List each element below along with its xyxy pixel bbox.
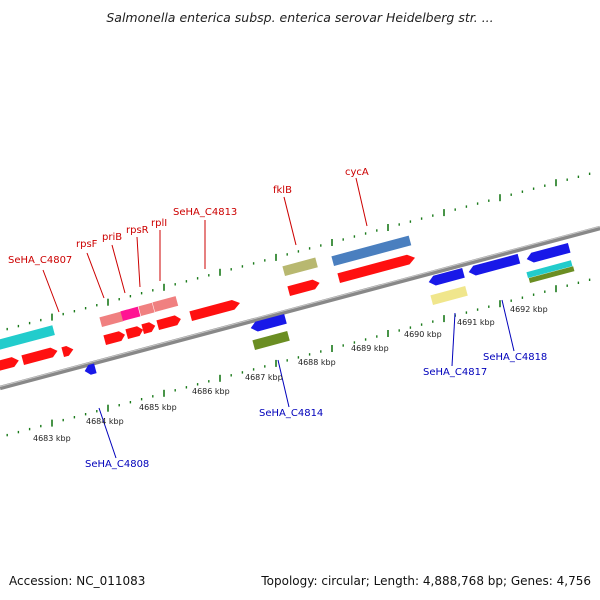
- reverse-gene-labels: SeHA_C4808 SeHA_C4814 SeHA_C4817 SeHA_C4…: [85, 352, 547, 470]
- callout-lines: [42, 177, 515, 459]
- gene-label: rpsF: [76, 239, 98, 250]
- gene-red-left-3: [61, 346, 74, 357]
- genome-backbone: [0, 225, 600, 391]
- gene-label: SeHA_C4813: [173, 207, 237, 218]
- kbp-label: 4685 kbp: [139, 403, 177, 412]
- kbp-label: 4690 kbp: [404, 330, 442, 339]
- gene-fklB: [282, 257, 318, 276]
- genome-title: Salmonella enterica subsp. enterica sero…: [106, 10, 494, 25]
- gene-label: SeHA_C4807: [8, 255, 72, 266]
- gene-label: SeHA_C4814: [259, 408, 323, 419]
- kbp-label: 4687 kbp: [245, 373, 283, 382]
- gene-cycA: [331, 235, 412, 266]
- gene-SeHA_C4814: [252, 331, 290, 350]
- genome-stats-text: Topology: circular; Length: 4,888,768 bp…: [261, 574, 591, 588]
- genome-backbone-highlight: [0, 226, 600, 387]
- gene-red-row2-3: [141, 322, 156, 334]
- gene-cyan-right: [526, 260, 573, 278]
- kbp-labels: 4683 kbp 4684 kbp 4685 kbp 4686 kbp 4687…: [33, 305, 548, 443]
- gene-red-row2-2: [125, 326, 144, 339]
- gene-SeHA_C4808: [84, 363, 97, 375]
- kbp-label: 4691 kbp: [457, 318, 495, 327]
- kbp-label: 4684 kbp: [86, 417, 124, 426]
- gene-label: fklB: [273, 185, 292, 196]
- forward-features: [0, 235, 416, 372]
- gene-rpsF: [99, 311, 124, 327]
- kbp-label: 4683 kbp: [33, 434, 71, 443]
- gene-label: SeHA_C4817: [423, 367, 487, 378]
- gene-blue-C4818-row: [468, 253, 521, 276]
- accession-text: Accession: NC_011083: [9, 574, 146, 588]
- gene-SeHA_C4817: [430, 286, 468, 305]
- gene-blue-right-edge: [526, 242, 571, 263]
- gene-label: rpsR: [126, 225, 149, 236]
- kbp-label: 4688 kbp: [298, 358, 336, 367]
- tick-row-upper: [6, 172, 591, 331]
- forward-gene-labels: SeHA_C4807 rpsF priB rpsR rplI SeHA_C481…: [8, 167, 369, 266]
- gene-label: SeHA_C4808: [85, 459, 149, 470]
- gene-blue-C4814-row: [250, 314, 287, 332]
- gene-red-cycA-row: [337, 254, 416, 283]
- gene-red-row2-4: [156, 315, 181, 330]
- gene-blue-C4817-row: [428, 268, 465, 286]
- gene-red-left-1: [0, 357, 19, 372]
- gene-label: priB: [102, 232, 122, 243]
- gene-red-left-2: [21, 347, 58, 365]
- gene-red-fklB-row: [287, 279, 320, 296]
- tick-row-lower: [6, 278, 591, 437]
- kbp-label: 4692 kbp: [510, 305, 548, 314]
- gene-rpsR: [138, 302, 155, 316]
- gene-rplI: [152, 296, 179, 312]
- gene-SeHA_C4818: [528, 266, 575, 283]
- kbp-label: 4689 kbp: [351, 344, 389, 353]
- gene-SeHA_C4813: [189, 299, 240, 321]
- gene-red-row2-1: [103, 331, 125, 345]
- gene-priB: [120, 306, 141, 321]
- gene-label: cycA: [345, 167, 369, 178]
- reverse-features: [84, 242, 575, 375]
- gene-cyan-left: [0, 325, 55, 351]
- kbp-label: 4686 kbp: [192, 387, 230, 396]
- gene-label: rplI: [151, 218, 167, 229]
- gene-label: SeHA_C4818: [483, 352, 547, 363]
